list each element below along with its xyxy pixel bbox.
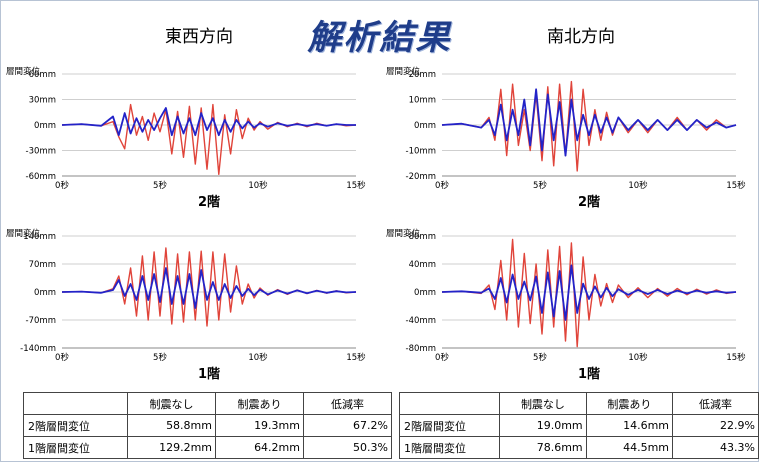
row-label: 1階層間変位 — [398, 436, 501, 459]
table-row: 1階層間変位 78.6mm 44.5mm 43.3% — [398, 436, 759, 459]
table-corner-cell — [23, 392, 128, 415]
y-tick-label: -20mm — [406, 172, 436, 182]
x-tick-label: 0秒 — [55, 180, 69, 191]
y-tick-label: 80mm — [409, 232, 436, 242]
y-tick-label: -80mm — [406, 344, 436, 354]
y-tick-label: 140mm — [23, 232, 56, 242]
row-label: 1階層間変位 — [23, 436, 128, 459]
value-with-damper: 14.6mm — [585, 414, 674, 437]
table-row: 2階層間変位 19.0mm 14.6mm 22.9% — [398, 414, 759, 437]
x-tick-label: 5秒 — [533, 352, 547, 363]
y-tick-label: 40mm — [409, 260, 436, 270]
value-without-damper: 78.6mm — [499, 436, 587, 459]
value-with-damper: 64.2mm — [215, 436, 304, 459]
east-west-summary-table: 制震なし 制震あり 低減率 2階層間変位 58.8mm 19.3mm 67.2%… — [23, 392, 392, 459]
series-line-with — [441, 88, 737, 157]
value-without-damper: 19.0mm — [499, 414, 587, 437]
chart-title: 2階 — [578, 194, 600, 210]
series-line-without — [61, 247, 357, 327]
value-with-damper: 44.5mm — [585, 436, 674, 459]
x-tick-label: 15秒 — [346, 352, 366, 363]
header-reduction-rate: 低減率 — [672, 392, 759, 415]
page-title: 解析結果 — [307, 18, 452, 58]
x-tick-label: 10秒 — [248, 180, 268, 191]
x-tick-label: 5秒 — [153, 180, 167, 191]
value-without-damper: 58.8mm — [127, 414, 216, 437]
x-tick-label: 5秒 — [153, 352, 167, 363]
y-tick-label: -140mm — [20, 344, 56, 354]
header-without-damper: 制震なし — [127, 392, 216, 415]
y-axis-label: 層間変位 — [386, 66, 421, 77]
x-tick-label: 10秒 — [248, 352, 268, 363]
north-south-summary-table: 制震なし 制震あり 低減率 2階層間変位 19.0mm 14.6mm 22.9%… — [398, 392, 759, 459]
chart-title: 1階 — [578, 366, 600, 382]
value-with-damper: 19.3mm — [215, 414, 304, 437]
y-tick-label: -60mm — [26, 172, 56, 182]
x-tick-label: 0秒 — [55, 352, 69, 363]
y-tick-label: 0mm — [34, 288, 56, 298]
row-label: 2階層間変位 — [23, 414, 128, 437]
table-header-row: 制震なし 制震あり 低減率 — [398, 392, 759, 415]
header-without-damper: 制震なし — [499, 392, 587, 415]
y-tick-label: 0mm — [34, 121, 56, 131]
y-axis-label: 層間変位 — [6, 228, 41, 239]
table-row: 1階層間変位 129.2mm 64.2mm 50.3% — [23, 436, 392, 459]
series-line-without — [441, 238, 737, 348]
x-tick-label: 0秒 — [435, 180, 449, 191]
y-tick-label: -70mm — [26, 316, 56, 326]
value-without-damper: 129.2mm — [127, 436, 216, 459]
y-axis-label: 層間変位 — [6, 66, 41, 77]
value-reduction-rate: 22.9% — [672, 414, 759, 437]
x-tick-label: 15秒 — [346, 180, 366, 191]
table-header-row: 制震なし 制震あり 低減率 — [23, 392, 392, 415]
x-tick-label: 0秒 — [435, 352, 449, 363]
north-south-direction-title: 南北方向 — [547, 27, 615, 47]
y-tick-label: 10mm — [409, 96, 436, 106]
y-tick-label: 70mm — [29, 260, 56, 270]
chart-title: 2階 — [198, 194, 220, 210]
y-tick-label: -40mm — [406, 316, 436, 326]
x-tick-label: 5秒 — [533, 180, 547, 191]
x-tick-label: 15秒 — [726, 352, 746, 363]
header-with-damper: 制震あり — [215, 392, 304, 415]
east-west-direction-title: 東西方向 — [165, 27, 233, 47]
series-line-with — [61, 107, 356, 137]
y-tick-label: 0mm — [414, 288, 436, 298]
table-corner-cell — [398, 392, 501, 415]
x-tick-label: 10秒 — [628, 352, 648, 363]
y-axis-label: 層間変位 — [386, 228, 421, 239]
chart-title: 1階 — [198, 366, 220, 382]
series-line-with — [441, 264, 737, 321]
table-row: 2階層間変位 58.8mm 19.3mm 67.2% — [23, 414, 392, 437]
value-reduction-rate: 67.2% — [303, 414, 392, 437]
y-tick-label: 0mm — [414, 121, 436, 131]
series-line-with — [61, 267, 357, 309]
row-label: 2階層間変位 — [398, 414, 501, 437]
value-reduction-rate: 43.3% — [672, 436, 759, 459]
x-tick-label: 15秒 — [726, 180, 746, 191]
y-tick-label: 30mm — [29, 96, 56, 106]
value-reduction-rate: 50.3% — [303, 436, 392, 459]
x-tick-label: 10秒 — [628, 180, 648, 191]
y-tick-label: -30mm — [26, 147, 56, 157]
y-tick-label: 60mm — [29, 70, 56, 80]
series-line-without — [61, 103, 357, 176]
y-tick-label: -10mm — [406, 147, 436, 157]
header-reduction-rate: 低減率 — [303, 392, 392, 415]
y-tick-label: 20mm — [409, 70, 436, 80]
header-with-damper: 制震あり — [585, 392, 674, 415]
